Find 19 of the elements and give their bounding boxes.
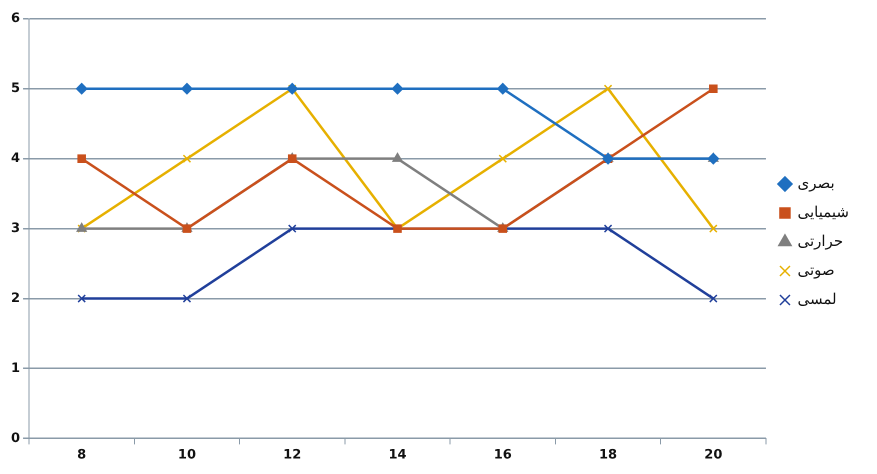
- x-tick-label: 14: [388, 448, 407, 463]
- y-tick-label: 3: [11, 220, 20, 236]
- x-tick-label: 16: [494, 448, 512, 463]
- x-tick-label: 12: [283, 448, 302, 463]
- x-tick-label: 8: [77, 448, 86, 463]
- y-tick-label: 4: [11, 151, 20, 166]
- x-tick-label: 20: [704, 448, 722, 463]
- x-tick-label: 10: [178, 448, 196, 463]
- y-tick-label: 2: [11, 290, 20, 306]
- y-tick-label: 1: [11, 360, 20, 376]
- y-tick-label: 6: [11, 11, 20, 26]
- legend-label: بصری: [797, 174, 835, 192]
- legend-label: لمسی: [797, 290, 837, 308]
- x-tick-label: 18: [599, 448, 618, 463]
- y-tick-label: 0: [11, 430, 20, 446]
- legend-label: صوتی: [797, 260, 835, 279]
- legend-label: شیمیایی: [797, 202, 850, 221]
- legend-label: حرارتی: [797, 232, 844, 250]
- y-tick-label: 5: [11, 81, 20, 96]
